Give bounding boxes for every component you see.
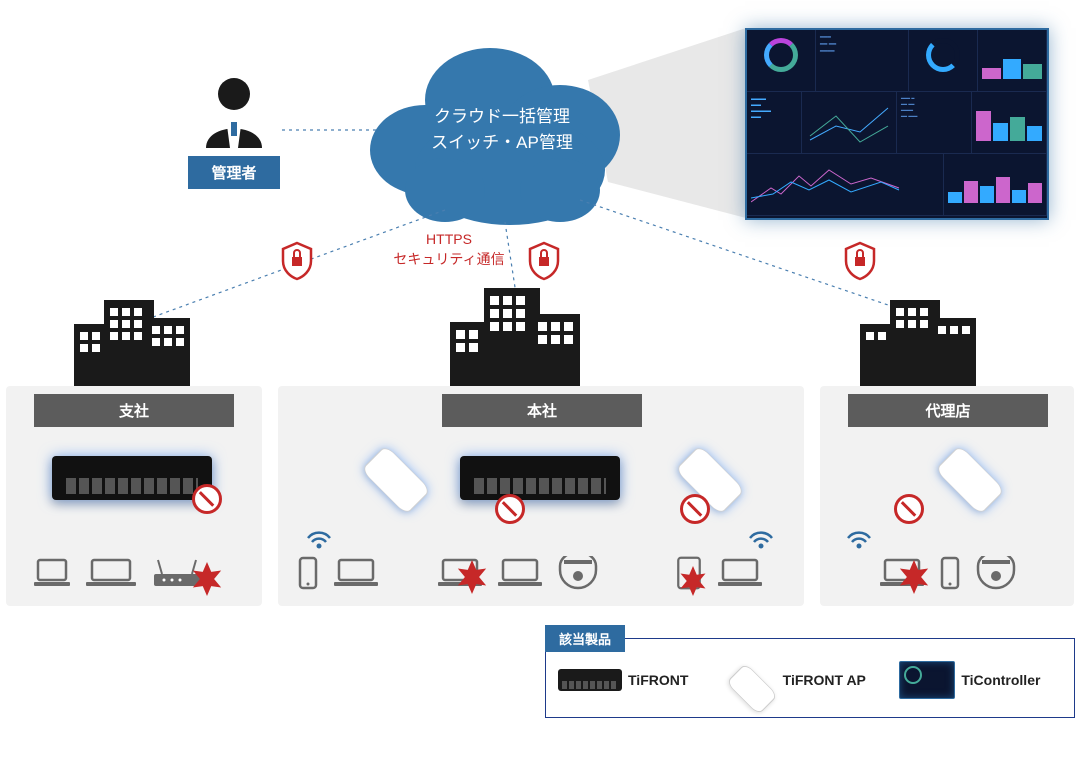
https-line2: セキュリティ通信 [393, 251, 504, 267]
dashboard-preview: ━━━━━ ━━━━━━ ▬▬▬▬▬▬▬▬▬▬▬━━━ ━━━ ━━━━━━━━… [745, 28, 1049, 220]
camera-icon [974, 556, 1018, 590]
phone-icon [938, 556, 962, 590]
wifi-icon-1 [306, 528, 332, 550]
legend-label-3: TiController [961, 672, 1040, 688]
laptop-icon [496, 556, 544, 590]
shield-icon-1 [283, 243, 311, 279]
laptop-icon [332, 556, 380, 590]
wifi-icon-2 [748, 528, 774, 550]
switch-hq [460, 456, 620, 500]
switch-branch [52, 456, 212, 500]
wifi-icon-3 [846, 528, 872, 550]
site-label-agency: 代理店 [848, 394, 1048, 427]
laptop-threat-icon [436, 556, 484, 590]
legend-title: 該当製品 [545, 625, 625, 652]
https-line1: HTTPS [426, 231, 472, 247]
laptop-icon [84, 556, 138, 590]
phone-icon [296, 556, 320, 590]
building-hq [450, 288, 580, 386]
ap-hq-right [670, 438, 750, 498]
devices-hq-ap-left [296, 556, 380, 590]
site-label-branch: 支社 [34, 394, 234, 427]
laptop-icon [716, 556, 764, 590]
camera-icon [556, 556, 600, 590]
tablet-threat-icon [674, 556, 704, 590]
block-icon-branch [192, 484, 222, 514]
https-label: HTTPS セキュリティ通信 [374, 230, 524, 269]
laptop-icon [32, 556, 72, 590]
block-icon-hq-ap [680, 494, 710, 524]
legend-item-tifront: TiFRONT [558, 669, 721, 691]
legend-item-ticontroller: TiController [899, 661, 1062, 699]
legend-box: 該当製品 TiFRONT TiFRONT AP TiController [545, 638, 1075, 718]
ap-icon [726, 663, 778, 715]
admin-icon [190, 70, 278, 163]
shield-icon-2 [530, 243, 558, 279]
legend-label-1: TiFRONT [628, 672, 688, 688]
admin-label: 管理者 [188, 156, 280, 189]
controller-icon [899, 661, 955, 699]
switch-icon [558, 669, 622, 691]
shield-icon-3 [846, 243, 874, 279]
building-agency [860, 300, 976, 386]
ap-agency [930, 438, 1010, 498]
devices-hq-ap-right [674, 556, 764, 590]
cloud-line1: クラウド一括管理 [434, 107, 570, 126]
legend-item-tifront-ap: TiFRONT AP [729, 660, 892, 700]
laptop-threat-icon [878, 556, 926, 590]
legend-label-2: TiFRONT AP [783, 672, 866, 688]
block-icon-hq-switch [495, 494, 525, 524]
router-threat-icon [150, 556, 208, 590]
cloud-text: クラウド一括管理 スイッチ・AP管理 [392, 104, 612, 155]
devices-hq-switch [436, 556, 600, 590]
devices-agency [878, 556, 1018, 590]
cloud-line2: スイッチ・AP管理 [431, 133, 573, 152]
block-icon-agency [894, 494, 924, 524]
ap-hq-left [356, 438, 436, 498]
building-branch [74, 300, 190, 386]
site-label-hq: 本社 [442, 394, 642, 427]
devices-branch [32, 556, 208, 590]
